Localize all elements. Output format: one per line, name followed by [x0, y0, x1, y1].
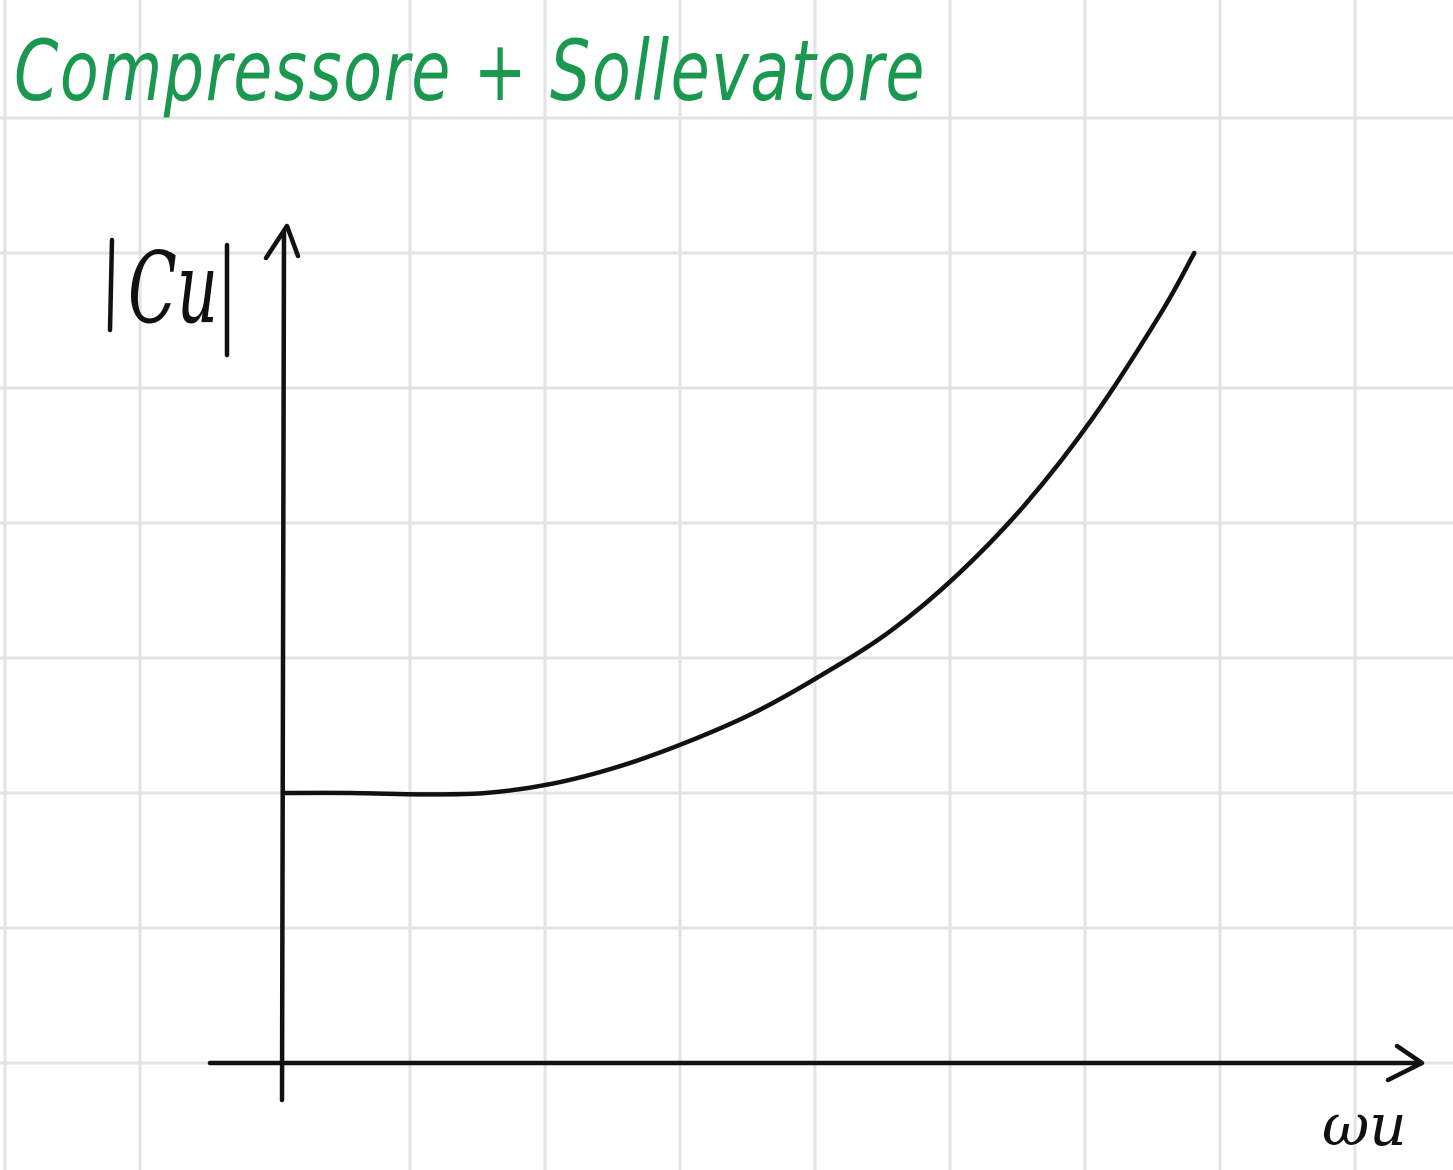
series-line-0 [280, 250, 1197, 797]
chart-title: Compressore + Sollevatore [14, 22, 926, 120]
x-axis-label: ωu [1322, 1091, 1407, 1159]
y-label-text: Cu [128, 232, 218, 346]
y-axis-arrowhead [263, 223, 301, 261]
x-axis-arrowhead [1385, 1043, 1425, 1083]
y-label-left-bar [107, 237, 115, 333]
y-axis-line [279, 229, 287, 1103]
x-axis [207, 1043, 1425, 1083]
y-axis [263, 223, 301, 1103]
series-layer [280, 250, 1197, 797]
y-axis-label: Cu [107, 232, 230, 358]
